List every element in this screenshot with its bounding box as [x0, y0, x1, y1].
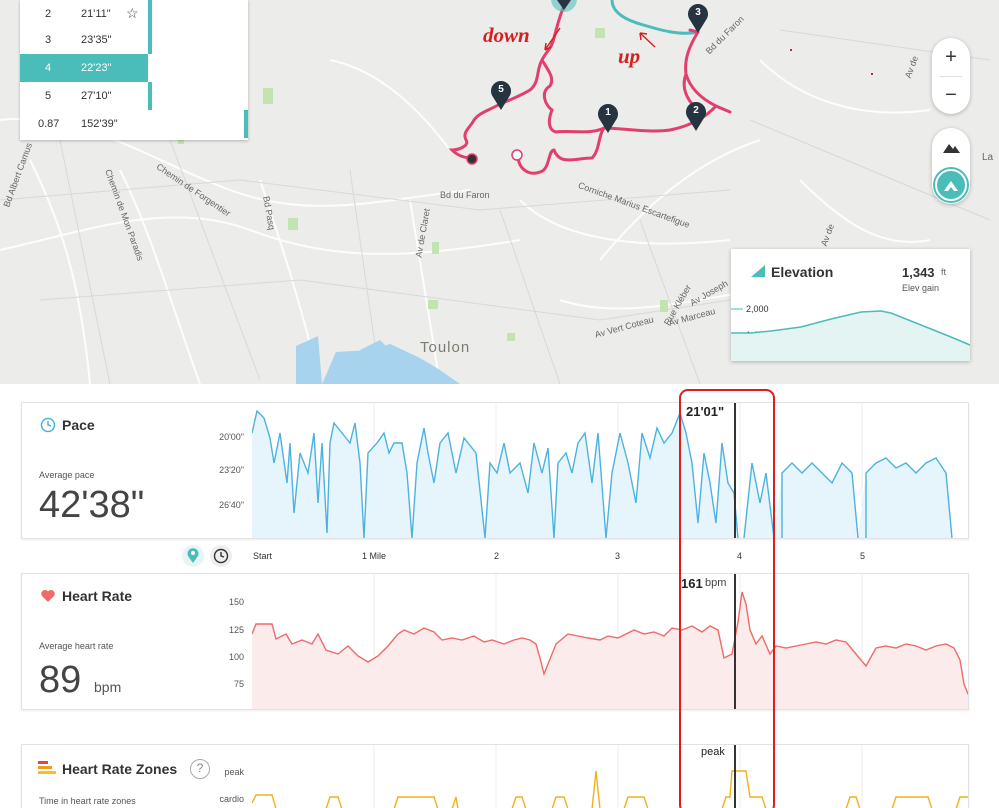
elevation-gain-label: Elev gain — [902, 283, 940, 293]
heart-rate-ytick: 75 — [233, 679, 244, 689]
elevation-sparkline — [731, 308, 970, 361]
x-axis-label: 3 — [615, 551, 621, 561]
pace-cursor-value: 21'01" — [686, 404, 725, 419]
split-row[interactable]: 5 27'10" — [20, 82, 248, 110]
zones-cursor-value: peak — [701, 746, 725, 758]
average-heart-rate-unit: bpm — [94, 679, 122, 695]
x-axis-label: 4 — [737, 551, 743, 561]
split-time: 21'11" — [81, 8, 111, 20]
mountain-icon — [944, 181, 958, 191]
elevation-gain-unit: ft — [941, 267, 947, 277]
current-position-marker[interactable] — [549, 0, 579, 20]
route-marker[interactable]: 2 — [685, 102, 707, 132]
elevation-panel[interactable]: Elevation 1,343 ft Elev gain 2,000 1,000 — [731, 249, 970, 361]
split-time: 152'39" — [81, 118, 118, 130]
street-label: Bd du Faron — [440, 190, 490, 200]
x-axis-label: 2 — [494, 551, 500, 561]
clock-icon — [213, 548, 229, 564]
highlight-annotation-box — [679, 389, 775, 808]
help-button[interactable]: ? — [190, 759, 210, 779]
marker-label: 5 — [498, 84, 504, 95]
average-pace-value: 42'38" — [39, 484, 145, 526]
map-canvas[interactable] — [0, 0, 999, 384]
location-pin-icon — [187, 548, 199, 563]
heart-rate-zones-chart[interactable] — [252, 745, 968, 808]
split-row[interactable]: 3 23'35" — [20, 26, 248, 54]
route-view-button[interactable] — [935, 169, 967, 201]
route-marker[interactable]: 1 — [597, 104, 619, 134]
pace-title: Pace — [62, 417, 95, 433]
zones-ytick: cardio — [219, 794, 244, 804]
split-bar — [148, 0, 152, 28]
pace-ytick: 20'00" — [219, 432, 244, 442]
marker-label: 1 — [605, 107, 611, 118]
zoom-in-button[interactable]: + — [945, 46, 957, 68]
split-mile: 4 — [44, 62, 52, 74]
distance-toggle-button[interactable] — [182, 545, 204, 567]
split-time: 22'23" — [81, 62, 112, 74]
marker-label: 2 — [693, 105, 699, 116]
split-row-selected[interactable]: 4 22'23" — [20, 54, 148, 82]
route-map[interactable]: Chemin de Forgentier Chemin de Mon Parad… — [0, 0, 999, 384]
star-icon[interactable]: ☆ — [126, 5, 139, 21]
zones-ytick: peak — [224, 767, 244, 777]
clock-icon — [40, 417, 56, 433]
split-bar — [244, 110, 248, 138]
x-axis-label: 1 Mile — [362, 551, 387, 561]
elevation-gain-value: 1,343 — [902, 265, 935, 280]
x-axis-label: Start — [253, 551, 273, 561]
split-bar — [148, 26, 152, 54]
heart-rate-zones-panel: Heart Rate Zones ? Time in heart rate zo… — [21, 744, 969, 808]
zoom-controls: + − — [932, 38, 970, 114]
map-view-controls — [932, 128, 970, 204]
heart-rate-chart[interactable] — [252, 574, 968, 709]
street-label: La — [982, 152, 994, 163]
pace-ytick: 26'40" — [219, 500, 244, 510]
elevation-tick: 2,000 — [746, 304, 769, 314]
heart-rate-panel: Heart Rate Average heart rate 89 bpm 150… — [21, 573, 969, 710]
average-pace-label: Average pace — [39, 470, 95, 480]
pace-ytick: 23'20" — [219, 465, 244, 475]
x-axis-label: 5 — [860, 551, 866, 561]
split-row[interactable]: 2 21'11" ☆ — [20, 0, 248, 28]
zones-icon — [38, 761, 56, 774]
heart-rate-ytick: 150 — [228, 597, 244, 607]
split-mile: 3 — [44, 34, 52, 46]
pace-chart[interactable] — [252, 403, 968, 538]
split-mile: 2 — [44, 8, 52, 20]
heart-rate-cursor-unit: bpm — [705, 577, 727, 589]
zones-subtitle: Time in heart rate zones — [39, 796, 136, 806]
heart-rate-zones-title: Heart Rate Zones — [62, 761, 178, 777]
terrain-view-button[interactable] — [935, 131, 967, 163]
annotation-up: up — [618, 44, 641, 68]
marker-label: 3 — [695, 7, 701, 18]
mountain-icon — [943, 144, 960, 153]
divider — [940, 76, 962, 77]
heart-rate-cursor-value: 161 — [681, 576, 703, 591]
heart-rate-title: Heart Rate — [62, 588, 133, 604]
zoom-out-button[interactable]: − — [945, 84, 957, 106]
city-label: Toulon — [420, 339, 471, 356]
average-heart-rate-label: Average heart rate — [39, 641, 114, 651]
splits-table: 2 21'11" ☆ 3 23'35" 4 22'23" 5 27'10" 0.… — [20, 0, 248, 140]
split-mile: 0.87 — [38, 118, 60, 130]
heart-rate-ytick: 100 — [228, 652, 244, 662]
heart-rate-ytick: 125 — [228, 625, 244, 635]
split-mile: 5 — [44, 90, 52, 102]
split-bar — [148, 82, 152, 110]
elevation-icon — [751, 265, 765, 277]
average-heart-rate-value: 89 — [39, 659, 82, 701]
elevation-title: Elevation — [771, 264, 834, 280]
split-time: 23'35" — [81, 34, 112, 46]
annotation-down: down — [483, 23, 530, 47]
heart-icon — [41, 590, 55, 602]
route-marker[interactable]: 3 — [687, 3, 709, 34]
pace-panel: Pace Average pace 42'38" 20'00" 23'20" 2… — [21, 402, 969, 539]
split-row[interactable]: 0.87 152'39" — [20, 110, 248, 138]
time-toggle-button[interactable] — [210, 545, 232, 567]
route-marker[interactable]: 5 — [490, 81, 512, 111]
split-time: 27'10" — [81, 90, 112, 102]
